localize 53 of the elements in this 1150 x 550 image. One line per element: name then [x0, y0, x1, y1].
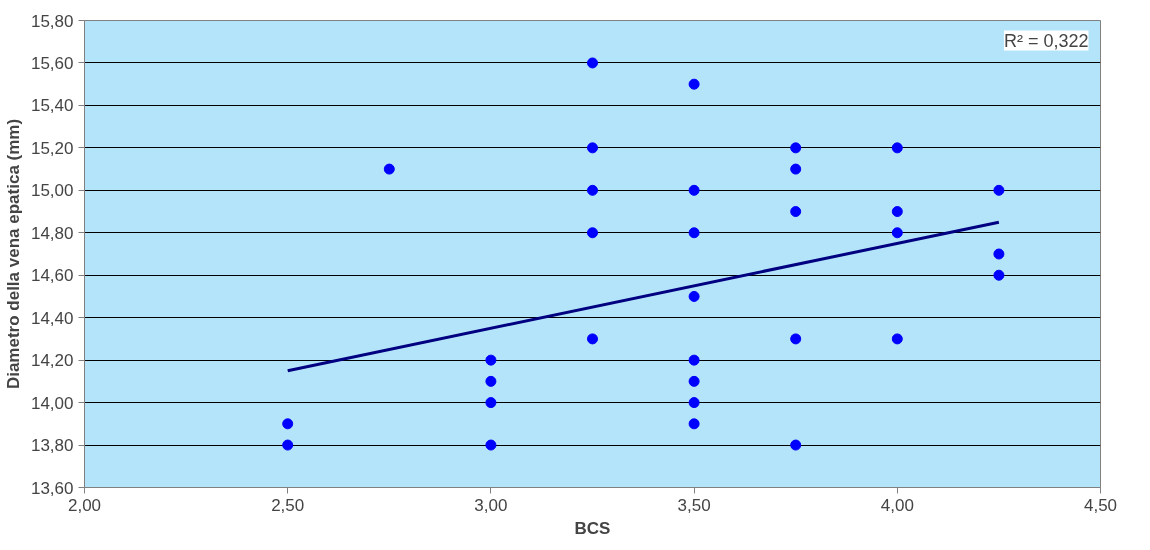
- point: [688, 418, 700, 430]
- point: [790, 439, 802, 451]
- point: [485, 375, 497, 387]
- y-tick-label: 14,00: [30, 393, 74, 413]
- y-axis-title: Diametro della vena epatica (mm): [3, 118, 23, 390]
- y-tick-label: 14,40: [30, 308, 74, 328]
- x-tick-label: 4,00: [880, 495, 914, 515]
- point: [587, 57, 598, 69]
- x-axis-title: BCS: [574, 518, 611, 538]
- y-tick-label: 14,80: [30, 223, 74, 243]
- point: [688, 290, 700, 302]
- y-tick-label: 15,40: [30, 96, 74, 116]
- point: [891, 142, 903, 154]
- x-tick-label: 4,50: [1083, 495, 1118, 515]
- y-tick-label: 15,00: [30, 181, 74, 201]
- point: [688, 227, 700, 239]
- point: [891, 227, 903, 239]
- point: [383, 163, 395, 175]
- point: [891, 206, 903, 218]
- point: [485, 439, 497, 451]
- point: [993, 184, 1005, 196]
- point: [688, 78, 700, 90]
- y-tick-label: 14,60: [30, 266, 74, 286]
- point: [587, 227, 598, 239]
- y-tick-label: 13,80: [30, 436, 74, 456]
- x-tick-label: 2,00: [67, 495, 102, 515]
- y-tick-label: 15,60: [30, 53, 74, 73]
- point: [790, 142, 802, 154]
- y-tick-label: 15,80: [30, 11, 74, 31]
- point: [282, 439, 294, 451]
- point: [790, 206, 802, 218]
- point: [587, 142, 598, 154]
- x-tick-label: 3,50: [677, 495, 711, 515]
- y-tick-label: 13,60: [30, 478, 74, 498]
- point: [993, 248, 1005, 260]
- point: [790, 333, 802, 345]
- y-tick-label: 15,20: [30, 138, 74, 158]
- x-tick-label: 2,50: [271, 495, 305, 515]
- point: [485, 354, 497, 366]
- annotation: R² = 0,322: [1003, 30, 1089, 51]
- y-tick-label: 14,20: [30, 351, 74, 371]
- point: [587, 333, 598, 345]
- point: [587, 184, 598, 196]
- x-tick-label: 3,00: [474, 495, 508, 515]
- point: [790, 163, 802, 175]
- point: [282, 418, 294, 430]
- point: [993, 269, 1005, 281]
- point: [891, 333, 903, 345]
- point: [688, 375, 700, 387]
- point: [485, 397, 497, 409]
- point: [688, 354, 700, 366]
- point: [688, 184, 700, 196]
- point: [688, 397, 700, 409]
